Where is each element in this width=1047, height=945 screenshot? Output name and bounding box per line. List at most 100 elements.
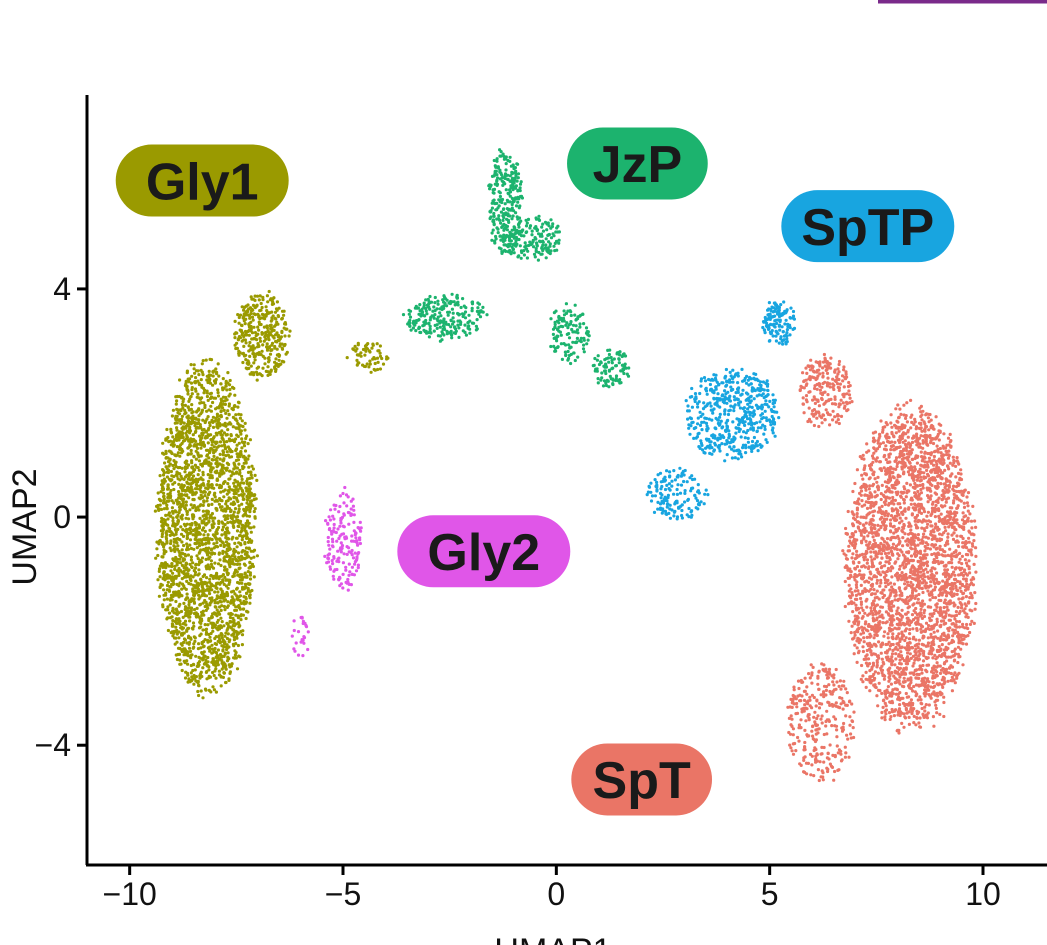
- data-point: [195, 526, 199, 530]
- data-point: [174, 576, 178, 580]
- data-point: [195, 586, 199, 590]
- data-point: [233, 507, 238, 511]
- data-point: [246, 442, 250, 446]
- data-point: [283, 334, 287, 338]
- data-point: [600, 376, 604, 380]
- data-point: [508, 155, 512, 159]
- data-point: [232, 638, 236, 642]
- data-point: [236, 614, 240, 618]
- data-point: [233, 489, 237, 493]
- data-point: [171, 557, 175, 561]
- data-point: [691, 486, 695, 490]
- data-point: [232, 440, 237, 444]
- data-point: [236, 455, 240, 459]
- data-point: [240, 329, 244, 334]
- data-point: [169, 549, 173, 553]
- data-point: [200, 543, 205, 547]
- data-point: [569, 361, 573, 366]
- data-point: [609, 355, 613, 360]
- data-point: [709, 387, 713, 392]
- data-point: [198, 497, 202, 501]
- data-point: [217, 502, 221, 506]
- data-point: [456, 300, 460, 304]
- data-point: [210, 596, 214, 600]
- data-point: [189, 555, 193, 559]
- data-point: [516, 176, 520, 180]
- data-point: [732, 409, 736, 413]
- data-point: [239, 413, 243, 417]
- data-point: [215, 571, 219, 576]
- data-point: [238, 558, 242, 562]
- data-point: [663, 509, 668, 513]
- data-point: [188, 377, 192, 381]
- data-point: [659, 496, 663, 500]
- data-point: [184, 670, 188, 674]
- data-point: [190, 420, 194, 425]
- data-point: [250, 499, 254, 503]
- data-point: [191, 474, 196, 478]
- data-point: [207, 426, 211, 430]
- data-point: [356, 353, 360, 357]
- data-point: [222, 495, 226, 499]
- data-point: [534, 225, 538, 229]
- data-point: [710, 452, 714, 456]
- data-point: [191, 646, 195, 650]
- data-point: [535, 241, 539, 245]
- data-point: [173, 590, 177, 594]
- data-point: [205, 511, 209, 515]
- data-point: [186, 392, 190, 396]
- data-point: [704, 488, 708, 492]
- data-point: [192, 504, 196, 508]
- data-point: [212, 663, 216, 667]
- data-point: [693, 493, 697, 497]
- data-point: [175, 582, 179, 587]
- data-point: [189, 578, 193, 583]
- data-point: [763, 409, 767, 413]
- data-point: [223, 575, 227, 580]
- data-point: [658, 507, 662, 511]
- data-point: [165, 617, 169, 621]
- data-point: [201, 591, 205, 595]
- data-point: [205, 499, 209, 503]
- data-point: [771, 419, 775, 423]
- data-point: [741, 407, 745, 411]
- data-point: [227, 404, 231, 408]
- data-point: [668, 516, 673, 520]
- data-point: [306, 647, 310, 652]
- data-point: [699, 439, 703, 443]
- data-point: [245, 535, 249, 540]
- data-point: [240, 333, 244, 337]
- data-point: [225, 440, 229, 444]
- data-point: [202, 500, 206, 504]
- data-point: [183, 614, 187, 618]
- data-point: [189, 558, 193, 562]
- data-point: [185, 369, 189, 373]
- data-point: [723, 412, 727, 416]
- data-point: [181, 406, 185, 410]
- data-point: [336, 549, 340, 553]
- data-point: [205, 604, 209, 609]
- data-point: [353, 560, 357, 564]
- data-point: [204, 546, 208, 550]
- data-point: [166, 484, 170, 489]
- data-point: [547, 240, 551, 244]
- data-point: [178, 658, 182, 662]
- data-point: [236, 488, 240, 492]
- data-point: [571, 330, 575, 334]
- data-point: [190, 438, 194, 442]
- data-point: [184, 431, 188, 435]
- data-point: [215, 422, 219, 426]
- data-point: [183, 619, 188, 623]
- data-point: [702, 502, 706, 506]
- data-point: [218, 474, 222, 478]
- data-point: [186, 485, 190, 490]
- data-point: [155, 504, 159, 508]
- data-point: [968, 512, 972, 516]
- data-point: [245, 524, 249, 528]
- data-point: [530, 242, 534, 246]
- data-point: [739, 435, 743, 439]
- data-point: [452, 331, 456, 335]
- data-point: [176, 537, 180, 541]
- data-point: [221, 580, 225, 584]
- data-point: [277, 306, 281, 310]
